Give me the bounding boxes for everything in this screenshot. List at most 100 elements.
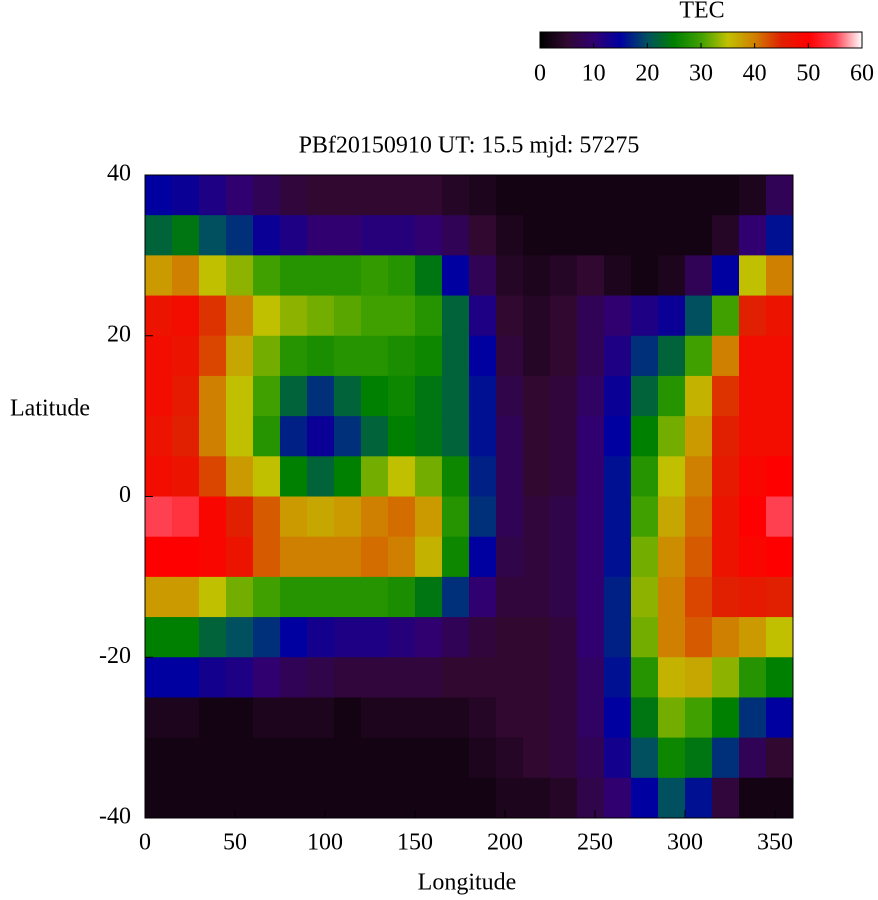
heat-cell (712, 335, 740, 377)
heat-cell (415, 375, 443, 417)
heat-cell (550, 375, 578, 417)
heat-cell (361, 777, 389, 819)
heat-cell (442, 576, 470, 618)
heat-cell (496, 576, 524, 618)
heat-cell (415, 576, 443, 618)
x-axis-label: Longitude (418, 870, 517, 896)
heat-cell (172, 697, 200, 739)
heat-cell (685, 617, 713, 658)
heat-cell (685, 255, 713, 297)
heat-cell (442, 737, 470, 779)
heat-cell (226, 576, 254, 618)
heat-cell (334, 536, 362, 578)
heat-cell (307, 215, 335, 256)
heat-cell (577, 255, 605, 297)
heat-cell (469, 456, 497, 497)
heat-cell (199, 617, 227, 658)
heat-cell (442, 456, 470, 497)
heat-cell (226, 416, 254, 457)
heat-cell (739, 576, 767, 618)
heat-cell (604, 576, 632, 618)
heat-cell (631, 617, 659, 658)
heat-cell (712, 777, 740, 819)
heat-cell (712, 576, 740, 618)
heat-cell (253, 697, 281, 739)
heat-cell (469, 737, 497, 779)
heat-cell (388, 416, 416, 457)
heat-cell (766, 536, 794, 578)
heat-cell (658, 255, 686, 297)
heat-cell (712, 175, 740, 216)
heat-cell (253, 576, 281, 618)
heat-cell (226, 335, 254, 377)
heat-cell (469, 255, 497, 297)
heat-cell (685, 697, 713, 739)
heat-cell (631, 536, 659, 578)
heat-cell (658, 375, 686, 417)
heat-cell (604, 416, 632, 457)
heat-cell (442, 657, 470, 698)
heat-cell (631, 215, 659, 256)
heat-cell (685, 456, 713, 497)
heat-cell (631, 777, 659, 819)
heat-cell (172, 496, 200, 538)
heat-cell (712, 416, 740, 457)
heat-cell (172, 737, 200, 779)
x-tick-label: 0 (139, 830, 151, 856)
heat-cell (145, 175, 173, 216)
heat-cell (199, 496, 227, 538)
heat-cell (307, 375, 335, 417)
heat-cell (307, 697, 335, 739)
heat-cell (604, 375, 632, 417)
heat-cell (550, 496, 578, 538)
heat-cell (280, 617, 308, 658)
heat-cell (226, 456, 254, 497)
heat-cell (307, 295, 335, 337)
heat-cell (604, 697, 632, 739)
heat-cell (631, 496, 659, 538)
heat-cell (523, 175, 551, 216)
heat-cell (712, 255, 740, 297)
heat-cell (280, 375, 308, 417)
heat-cell (280, 295, 308, 337)
heat-cell (523, 255, 551, 297)
heat-cell (469, 175, 497, 216)
heat-cell (172, 375, 200, 417)
heat-cell (388, 175, 416, 216)
heat-cell (280, 335, 308, 377)
heat-cell (766, 215, 794, 256)
heat-cell (685, 335, 713, 377)
heat-cell (199, 295, 227, 337)
heat-cell (415, 536, 443, 578)
heat-cell (550, 617, 578, 658)
heat-cell (415, 496, 443, 538)
heat-cell (577, 375, 605, 417)
heat-cell (550, 416, 578, 457)
heat-cell (739, 335, 767, 377)
heat-cell (334, 617, 362, 658)
colorbar-label: TEC (679, 0, 724, 24)
heat-cell (145, 215, 173, 256)
heat-cell (361, 416, 389, 457)
heat-cell (280, 175, 308, 216)
heat-cell (469, 335, 497, 377)
heat-cell (658, 416, 686, 457)
heat-cell (199, 175, 227, 216)
heat-cell (496, 536, 524, 578)
heat-cell (577, 335, 605, 377)
heat-cell (253, 416, 281, 457)
heat-cell (199, 657, 227, 698)
heat-cell (172, 657, 200, 698)
heat-cell (631, 657, 659, 698)
heat-cell (658, 777, 686, 819)
heat-cell (199, 777, 227, 819)
heat-cell (415, 215, 443, 256)
heat-cell (496, 255, 524, 297)
heat-cell (550, 255, 578, 297)
heat-cell (739, 416, 767, 457)
heat-cell (226, 617, 254, 658)
heat-cell (766, 737, 794, 779)
heat-cell (442, 295, 470, 337)
heat-cell (604, 737, 632, 779)
